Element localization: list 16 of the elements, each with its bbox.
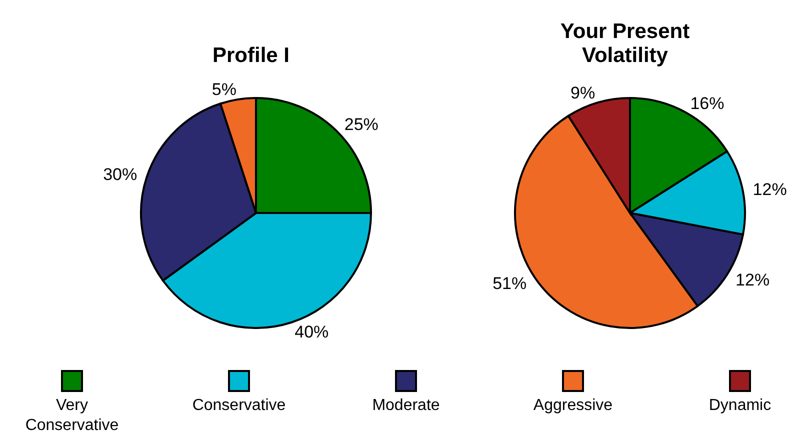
legend-label: Moderate	[371, 396, 441, 416]
legend-label: Conservative	[191, 396, 287, 416]
data-label: 12%	[736, 270, 770, 290]
data-label: 16%	[690, 94, 724, 113]
data-label: 9%	[570, 83, 596, 102]
chart-title: Your Present Volatility	[559, 19, 691, 68]
legend-label: Aggressive	[532, 396, 614, 416]
data-label: 12%	[752, 180, 787, 200]
data-label: 40%	[294, 322, 329, 342]
data-label: 5%	[212, 80, 236, 100]
legend-label: Very Conservative	[24, 396, 120, 436]
legend-label: Dynamic	[708, 396, 772, 416]
data-label: 25%	[344, 115, 378, 134]
data-label: 30%	[103, 164, 138, 184]
data-label: 51%	[492, 274, 527, 293]
chart-title: Profile I	[211, 43, 291, 68]
